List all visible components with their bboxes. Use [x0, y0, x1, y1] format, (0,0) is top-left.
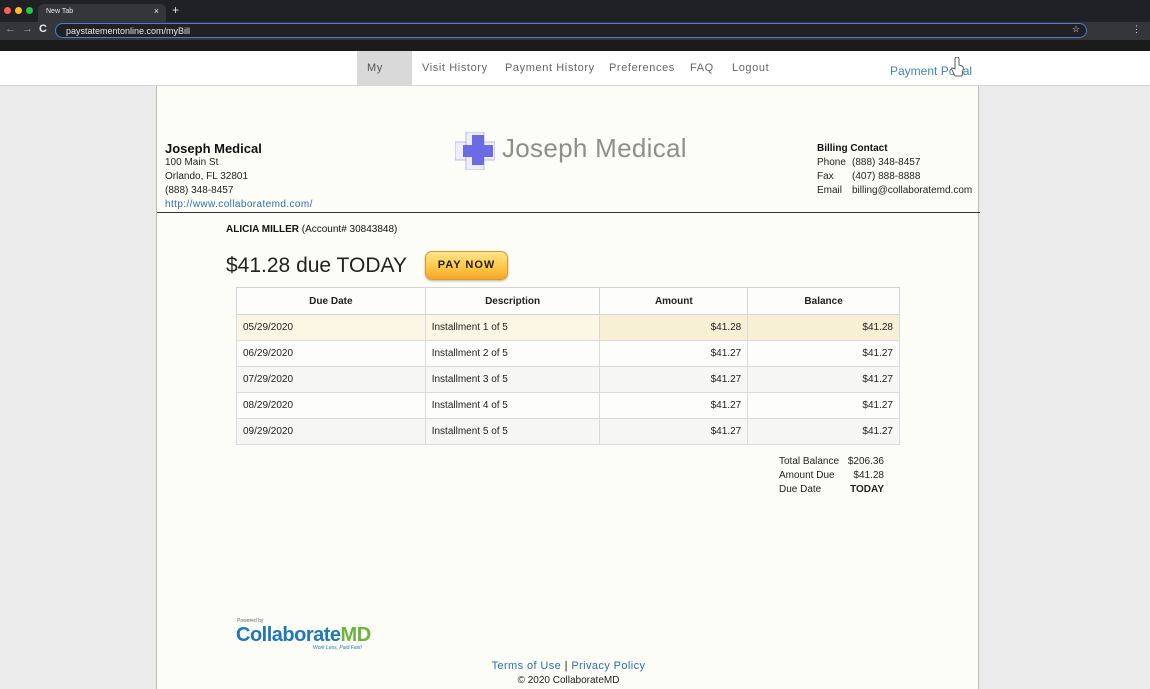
col-balance: Balance [747, 287, 900, 315]
medical-cross-logo-icon [455, 132, 495, 170]
billing-email: billing@collaboratemd.com [852, 185, 973, 196]
patient-account: (Account# 30843848) [301, 224, 398, 235]
terms-of-use-link[interactable]: Terms of Use [491, 660, 562, 672]
cell-amount: $41.27 [599, 366, 749, 393]
cell-balance: $41.27 [747, 392, 900, 419]
header-divider [157, 212, 980, 213]
browser-tab-bar: New Tab × + [0, 0, 1150, 22]
table-row: 06/29/2020 Installment 2 of 5 $41.27 $41… [236, 340, 900, 367]
practice-phone: (888) 348-8457 [165, 185, 234, 196]
billing-phone: (888) 348-8457 [852, 157, 921, 168]
privacy-policy-link[interactable]: Privacy Policy [571, 660, 646, 672]
brand-main: Collaborate [236, 624, 341, 646]
brand-md: MD [340, 624, 372, 646]
due-date-label: Due Date [779, 484, 822, 495]
cell-description: Installment 4 of 5 [424, 392, 601, 419]
due-date-value: TODAY [850, 484, 884, 495]
cell-balance: $41.27 [747, 418, 900, 445]
collaboratemd-logo[interactable]: CollaborateMD [236, 624, 371, 647]
browser-tab[interactable]: New Tab × [38, 4, 166, 22]
practice-website-link[interactable]: http://www.collaboratemd.com/ [165, 199, 313, 210]
cell-amount: $41.27 [599, 418, 749, 445]
billing-fax-label: Fax [817, 171, 834, 182]
nav-logout[interactable]: Logout [732, 62, 770, 74]
billing-contact-heading: Billing Contact [817, 143, 888, 154]
amount-due-headline: $41.28 due TODAY [226, 254, 407, 277]
tab-close-icon[interactable]: × [153, 6, 159, 16]
cell-amount: $41.28 [599, 314, 749, 341]
nav-faq[interactable]: FAQ [690, 62, 714, 74]
practice-logo-text: Joseph Medical [502, 133, 687, 163]
cell-description: Installment 2 of 5 [424, 340, 601, 367]
footer-separator: | [564, 660, 568, 672]
browser-menu-icon[interactable]: ⋮ [1132, 24, 1141, 34]
table-row: 08/29/2020 Installment 4 of 5 $41.27 $41… [236, 392, 900, 419]
nav-my-bill[interactable]: My Bill [357, 51, 412, 109]
brand-tagline: Work Less, Paid Fast! [313, 645, 362, 651]
copyright: © 2020 CollaborateMD [517, 675, 620, 686]
billing-fax: (407) 888-8888 [852, 171, 921, 182]
patient-name: ALICIA MILLER [226, 224, 299, 235]
cell-due-date: 08/29/2020 [236, 392, 426, 419]
amount-due-label: Amount Due [779, 470, 835, 481]
practice-name: Joseph Medical [165, 141, 262, 156]
cell-description: Installment 1 of 5 [424, 314, 601, 341]
table-header-row: Due Date Description Amount Balance [236, 287, 900, 315]
window-maximize-dot[interactable] [26, 7, 33, 14]
col-amount: Amount [599, 287, 749, 315]
window-close-dot[interactable] [4, 7, 11, 14]
payment-portal-link[interactable]: Payment Portal [890, 64, 973, 78]
cell-due-date: 07/29/2020 [236, 366, 426, 393]
new-tab-icon[interactable]: + [172, 3, 180, 17]
table-row: 05/29/2020 Installment 1 of 5 $41.28 $41… [236, 314, 900, 341]
table-row: 07/29/2020 Installment 3 of 5 $41.27 $41… [236, 366, 900, 393]
pay-now-button[interactable]: PAY NOW [425, 251, 508, 280]
address-bar[interactable]: paystatementonline.com/myBill ☆ [55, 23, 1087, 38]
footer-links: Terms of Use | Privacy Policy [157, 660, 980, 672]
cell-description: Installment 5 of 5 [424, 418, 601, 445]
hand-cursor-icon [951, 57, 964, 77]
tab-title: New Tab [46, 8, 74, 15]
installment-table: Due Date Description Amount Balance 05/2… [236, 287, 900, 445]
practice-address-line1: 100 Main St [165, 157, 219, 168]
site-nav: My Bill Visit History Payment History Pr… [0, 51, 1150, 109]
address-url[interactable]: paystatementonline.com/myBill [66, 26, 191, 36]
cell-balance: $41.28 [747, 314, 900, 341]
cell-due-date: 05/29/2020 [236, 314, 426, 341]
reload-icon[interactable]: C [39, 23, 47, 35]
col-due-date: Due Date [236, 287, 426, 315]
bookmark-star-icon[interactable]: ☆ [1071, 24, 1080, 34]
col-description: Description [424, 287, 601, 315]
total-balance-label: Total Balance [779, 456, 840, 467]
forward-arrow-icon[interactable]: → [22, 23, 33, 35]
nav-preferences[interactable]: Preferences [609, 62, 675, 74]
cell-balance: $41.27 [747, 366, 900, 393]
billing-phone-label: Phone [817, 157, 846, 168]
nav-payment-history[interactable]: Payment History [505, 62, 595, 74]
cell-due-date: 09/29/2020 [236, 418, 426, 445]
cell-description: Installment 3 of 5 [424, 366, 601, 393]
total-balance-value: $206.36 [847, 456, 884, 467]
powered-by-text: Powered by [237, 618, 264, 624]
back-arrow-icon[interactable]: ← [5, 23, 16, 35]
window-minimize-dot[interactable] [15, 7, 22, 14]
practice-address-line2: Orlando, FL 32801 [165, 171, 249, 182]
nav-visit-history[interactable]: Visit History [422, 62, 488, 74]
cell-balance: $41.27 [747, 340, 900, 367]
table-row: 09/29/2020 Installment 5 of 5 $41.27 $41… [236, 418, 900, 445]
cell-due-date: 06/29/2020 [236, 340, 426, 367]
cell-amount: $41.27 [599, 340, 749, 367]
browser-toolbar: ← → C paystatementonline.com/myBill ☆ ⋮ [0, 22, 1150, 40]
statement-page: Joseph Medical 100 Main St Orlando, FL 3… [156, 86, 980, 689]
billing-email-label: Email [817, 185, 843, 196]
amount-due-value: $41.28 [853, 470, 884, 481]
patient-info: ALICIA MILLER (Account# 30843848) [226, 224, 397, 235]
browser-divider [0, 40, 1150, 51]
cell-amount: $41.27 [599, 392, 749, 419]
